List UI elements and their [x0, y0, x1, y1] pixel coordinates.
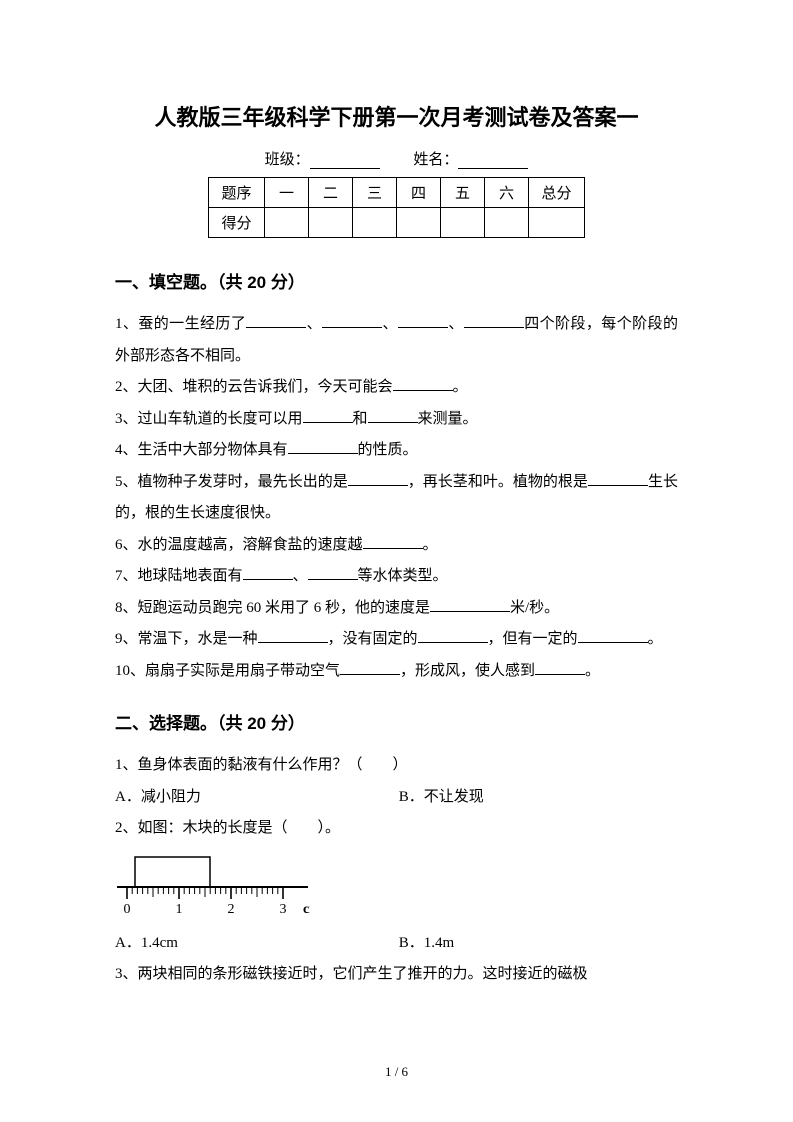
blank[interactable]: [303, 408, 353, 423]
score-cell[interactable]: [353, 208, 397, 238]
th-5: 五: [441, 178, 485, 208]
q2-1: 1、鱼身体表面的黏液有什么作用？（ ）: [115, 750, 678, 782]
class-blank[interactable]: [310, 168, 380, 169]
blank[interactable]: [578, 628, 648, 643]
score-cell[interactable]: [441, 208, 485, 238]
svg-text:cm: cm: [303, 902, 310, 915]
score-cell[interactable]: [485, 208, 529, 238]
name-label: 姓名：: [413, 152, 458, 168]
th-1: 一: [265, 178, 309, 208]
q1-9: 9、常温下，水是一种，没有固定的，但有一定的。: [115, 624, 678, 656]
blank[interactable]: [398, 313, 448, 328]
svg-text:3: 3: [280, 902, 287, 915]
q1-1: 1、蚕的一生经历了、、、四个阶段，每个阶段的外部形态各不相同。: [115, 309, 678, 372]
blank[interactable]: [258, 628, 328, 643]
q1-2: 2、大团、堆积的云告诉我们，今天可能会。: [115, 372, 678, 404]
blank[interactable]: [288, 439, 358, 454]
class-label: 班级：: [265, 152, 310, 168]
q1-7: 7、地球陆地表面有、等水体类型。: [115, 561, 678, 593]
blank[interactable]: [368, 408, 418, 423]
score-table: 题序 一 二 三 四 五 六 总分 得分: [208, 177, 585, 238]
blank[interactable]: [348, 471, 408, 486]
ruler-figure: 0 1 2 3 cm: [115, 851, 678, 920]
q2-1-opt-b[interactable]: B．不让发现: [399, 782, 484, 814]
q2-3: 3、两块相同的条形磁铁接近时，它们产生了推开的力。这时接近的磁极: [115, 959, 678, 991]
table-score-row: 得分: [209, 208, 585, 238]
svg-text:0: 0: [124, 902, 131, 915]
blank[interactable]: [308, 565, 358, 580]
blank[interactable]: [246, 313, 306, 328]
q2-1-options: A．减小阻力 B．不让发现: [115, 782, 678, 814]
score-cell[interactable]: [265, 208, 309, 238]
th-total: 总分: [529, 178, 585, 208]
q1-6: 6、水的温度越高，溶解食盐的速度越。: [115, 530, 678, 562]
q1-10: 10、扇扇子实际是用扇子带动空气，形成风，使人感到。: [115, 656, 678, 688]
blank[interactable]: [535, 660, 585, 675]
q1-4: 4、生活中大部分物体具有的性质。: [115, 435, 678, 467]
name-blank[interactable]: [458, 168, 528, 169]
table-header-row: 题序 一 二 三 四 五 六 总分: [209, 178, 585, 208]
blank[interactable]: [322, 313, 382, 328]
page-title: 人教版三年级科学下册第一次月考测试卷及答案一: [115, 100, 678, 132]
q2-2: 2、如图：木块的长度是（ ）。: [115, 813, 678, 845]
q1-5: 5、植物种子发芽时，最先长出的是，再长茎和叶。植物的根是生长的，根的生长速度很快…: [115, 467, 678, 530]
blank[interactable]: [243, 565, 293, 580]
section-1-title: 一、填空题。（共 20 分）: [115, 268, 678, 293]
th-3: 三: [353, 178, 397, 208]
q2-2-options: A．1.4cm B．1.4m: [115, 928, 678, 960]
th-seq: 题序: [209, 178, 265, 208]
blank[interactable]: [588, 471, 648, 486]
score-cell[interactable]: [397, 208, 441, 238]
section-2-title: 二、选择题。（共 20 分）: [115, 709, 678, 734]
blank[interactable]: [393, 376, 453, 391]
td-score-label: 得分: [209, 208, 265, 238]
th-4: 四: [397, 178, 441, 208]
q2-2-opt-b[interactable]: B．1.4m: [399, 928, 454, 960]
blank[interactable]: [340, 660, 400, 675]
blank[interactable]: [430, 597, 510, 612]
q2-2-opt-a[interactable]: A．1.4cm: [115, 928, 395, 960]
th-2: 二: [309, 178, 353, 208]
page-number: 1 / 6: [0, 1064, 793, 1080]
score-cell[interactable]: [529, 208, 585, 238]
blank[interactable]: [418, 628, 488, 643]
svg-text:2: 2: [228, 902, 235, 915]
blank[interactable]: [363, 534, 423, 549]
q2-1-opt-a[interactable]: A．减小阻力: [115, 782, 395, 814]
q1-8: 8、短跑运动员跑完 60 米用了 6 秒，他的速度是米/秒。: [115, 593, 678, 625]
q1-3: 3、过山车轨道的长度可以用和来测量。: [115, 404, 678, 436]
ruler-svg: 0 1 2 3 cm: [115, 851, 310, 915]
svg-text:1: 1: [176, 902, 183, 915]
student-info-line: 班级： 姓名：: [115, 148, 678, 169]
score-cell[interactable]: [309, 208, 353, 238]
blank[interactable]: [464, 313, 524, 328]
th-6: 六: [485, 178, 529, 208]
